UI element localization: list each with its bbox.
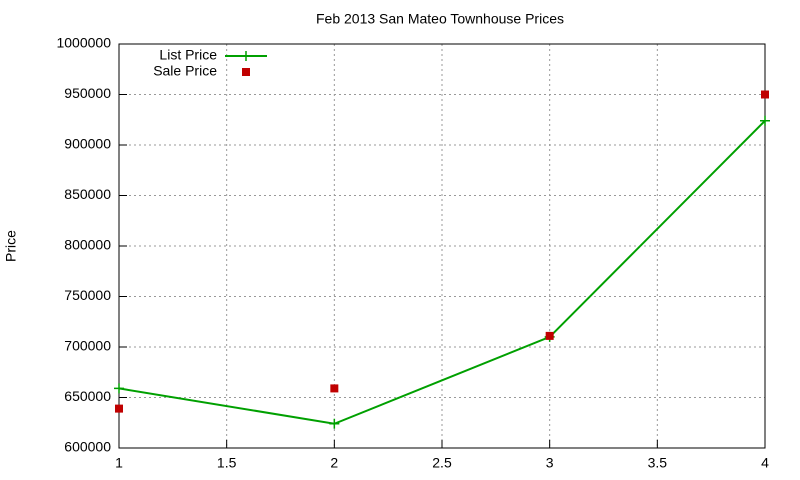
data-point xyxy=(760,115,770,126)
x-tick-label: 4 xyxy=(761,455,769,471)
x-tick-label: 2 xyxy=(330,455,338,471)
legend-marker xyxy=(241,51,251,61)
data-point xyxy=(545,331,554,340)
x-tick-label: 2.5 xyxy=(432,455,452,471)
x-tick-label: 1 xyxy=(115,455,123,471)
x-tick-label: 3.5 xyxy=(648,455,668,471)
y-tick-label: 700000 xyxy=(64,338,111,354)
legend-label: List Price xyxy=(159,47,217,63)
plot-frame xyxy=(118,43,766,449)
data-point xyxy=(115,404,123,413)
chart-title: Feb 2013 San Mateo Townhouse Prices xyxy=(316,11,564,27)
y-tick-label: 800000 xyxy=(64,237,111,253)
legend-label: Sale Price xyxy=(153,63,217,79)
legend-marker xyxy=(242,68,250,76)
y-tick-label: 850000 xyxy=(64,186,111,202)
y-tick-label: 650000 xyxy=(64,388,111,404)
y-tick-label: 750000 xyxy=(64,287,111,303)
x-tick-label: 1.5 xyxy=(217,455,237,471)
series-line xyxy=(118,120,766,425)
data-point xyxy=(330,384,339,393)
y-tick-label: 900000 xyxy=(64,136,111,152)
y-axis-label: Price xyxy=(3,230,19,262)
x-tick-label: 3 xyxy=(546,455,554,471)
y-tick-label: 600000 xyxy=(64,439,111,455)
y-tick-label: 1000000 xyxy=(56,35,111,51)
data-point xyxy=(761,90,769,99)
data-point xyxy=(329,418,340,429)
y-tick-label: 950000 xyxy=(64,85,111,101)
data-point xyxy=(114,383,124,394)
